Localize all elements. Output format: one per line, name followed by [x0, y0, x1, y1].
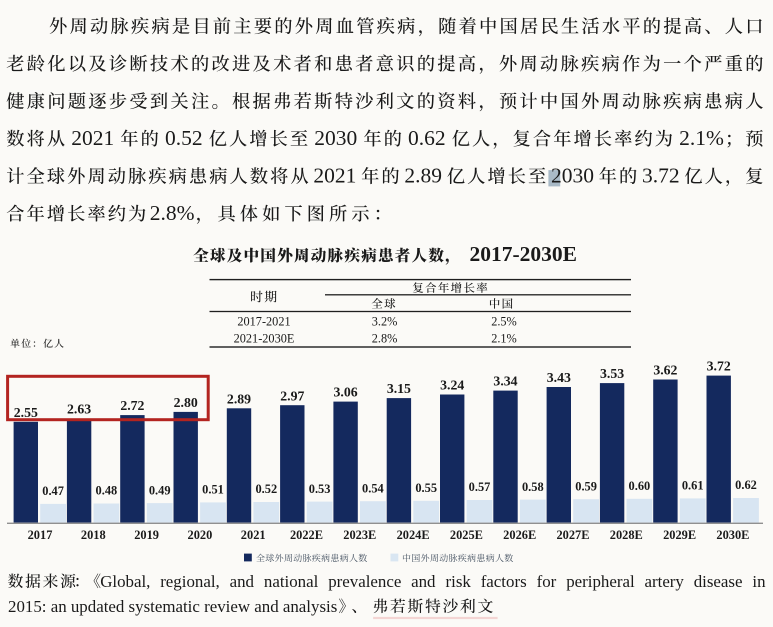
svg-text:3.72: 3.72 — [642, 164, 680, 188]
svg-text:3.72: 3.72 — [707, 359, 731, 374]
svg-text:0.54: 0.54 — [362, 481, 384, 495]
svg-text:2.55: 2.55 — [14, 405, 38, 420]
svg-text:disease: disease — [694, 572, 743, 591]
svg-text:2017-2021: 2017-2021 — [237, 315, 290, 329]
svg-text:2.8%: 2.8% — [372, 332, 398, 346]
svg-text:national: national — [264, 572, 319, 591]
svg-text:2030E: 2030E — [716, 528, 749, 542]
svg-text:2.89: 2.89 — [227, 391, 251, 406]
svg-text:0.60: 0.60 — [629, 479, 651, 493]
svg-text:2030: 2030 — [314, 126, 357, 150]
svg-text:0.57: 0.57 — [469, 480, 491, 494]
svg-text:2030: 2030 — [551, 164, 594, 188]
svg-text:2022E: 2022E — [290, 528, 323, 542]
svg-text:0.52: 0.52 — [255, 482, 277, 496]
svg-text:in: in — [752, 572, 766, 591]
svg-text:2021: 2021 — [241, 528, 266, 542]
svg-text:2.80: 2.80 — [174, 395, 198, 410]
svg-text:artery: artery — [645, 572, 685, 591]
svg-text:0.49: 0.49 — [149, 483, 171, 497]
svg-text:3.24: 3.24 — [440, 378, 464, 393]
svg-text:2.63: 2.63 — [67, 402, 91, 417]
svg-text:2021-2030E: 2021-2030E — [234, 332, 295, 346]
svg-text:2018: 2018 — [81, 528, 106, 542]
svg-text:2.72: 2.72 — [120, 398, 144, 413]
svg-text:0.47: 0.47 — [42, 484, 64, 498]
svg-text:0.53: 0.53 — [309, 482, 331, 496]
svg-text:2026E: 2026E — [503, 528, 536, 542]
svg-text:and: and — [230, 572, 255, 591]
svg-text:0.55: 0.55 — [415, 481, 437, 495]
svg-text:2025E: 2025E — [450, 528, 483, 542]
svg-text:2019: 2019 — [134, 528, 159, 542]
svg-text:2017-2030E: 2017-2030E — [470, 242, 578, 266]
svg-text:2023E: 2023E — [343, 528, 376, 542]
svg-text:0.61: 0.61 — [682, 479, 704, 493]
svg-text:0.58: 0.58 — [522, 480, 544, 494]
svg-text:3.53: 3.53 — [600, 366, 624, 381]
svg-text:3.15: 3.15 — [387, 381, 411, 396]
svg-text:2.1%: 2.1% — [491, 332, 517, 346]
svg-text:3.43: 3.43 — [547, 370, 571, 385]
svg-text:regional,: regional, — [160, 572, 220, 591]
svg-text:2029E: 2029E — [663, 528, 696, 542]
svg-text:2.8%: 2.8% — [150, 201, 195, 225]
svg-text:factors: factors — [481, 572, 527, 591]
svg-text:2024E: 2024E — [397, 528, 430, 542]
svg-text:risk: risk — [446, 572, 472, 591]
svg-text:2028E: 2028E — [610, 528, 643, 542]
svg-text:3.2%: 3.2% — [372, 315, 398, 329]
svg-text:0.62: 0.62 — [735, 478, 757, 492]
svg-text:2.5%: 2.5% — [491, 315, 517, 329]
svg-text:2027E: 2027E — [556, 528, 589, 542]
svg-text:3.06: 3.06 — [334, 385, 358, 400]
svg-text:prevalence: prevalence — [328, 572, 401, 591]
svg-text:0.48: 0.48 — [96, 484, 118, 498]
svg-text:3.34: 3.34 — [493, 374, 517, 389]
svg-text:2021: 2021 — [71, 126, 114, 150]
svg-text:0.51: 0.51 — [202, 483, 224, 497]
svg-text:2015: an updated systematic re: 2015: an updated systematic review and a… — [8, 597, 337, 616]
svg-text:peripheral: peripheral — [566, 572, 635, 591]
svg-text:for: for — [537, 572, 557, 591]
svg-text:0.52: 0.52 — [165, 126, 203, 150]
svg-text:0.59: 0.59 — [575, 479, 597, 493]
svg-text:and: and — [411, 572, 436, 591]
svg-text:2021: 2021 — [313, 164, 356, 188]
svg-text:2.97: 2.97 — [280, 388, 304, 403]
svg-text:2020: 2020 — [188, 528, 213, 542]
svg-text:2.89: 2.89 — [404, 164, 442, 188]
svg-text:2.1%: 2.1% — [679, 126, 724, 150]
svg-text:0.62: 0.62 — [408, 126, 446, 150]
svg-text:Global,: Global, — [100, 572, 150, 591]
svg-text:3.62: 3.62 — [653, 363, 677, 378]
svg-text:2017: 2017 — [28, 528, 53, 542]
